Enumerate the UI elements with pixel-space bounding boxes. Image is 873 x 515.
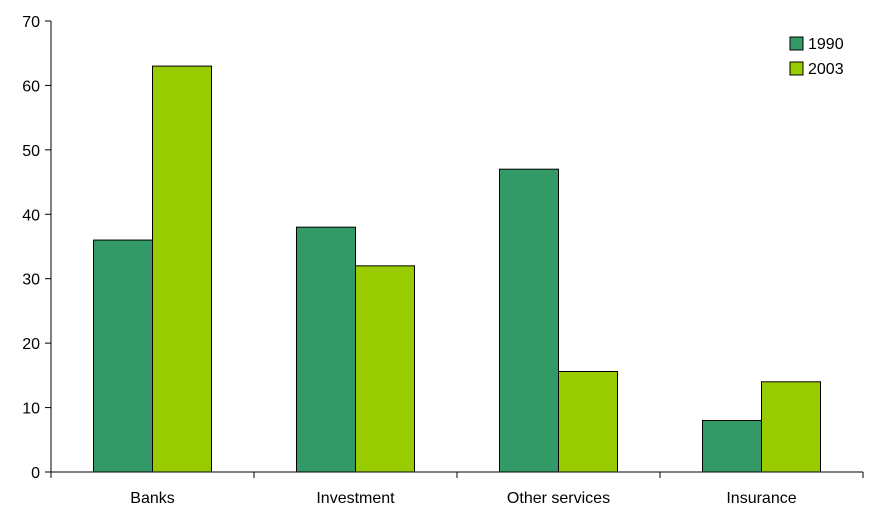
y-tick-label: 70: [22, 14, 40, 31]
x-tick-label: Banks: [130, 490, 174, 507]
bars-layer: [93, 65, 821, 473]
bar-1990-insurance: [702, 419, 762, 473]
y-tick-label: 40: [22, 207, 40, 224]
legend-label-1990: 1990: [808, 36, 844, 53]
axes-layer: 0 10 20 30 40 50 60 70 Banks Investment Other serv…: [22, 14, 864, 507]
y-tick-label: 60: [22, 78, 40, 95]
legend: 1990 2003: [789, 36, 844, 78]
bar-2003-insurance: [761, 381, 821, 473]
bar-1990-banks: [93, 239, 153, 473]
legend-swatch-2003: [789, 61, 804, 76]
x-tick-label: Investment: [316, 490, 395, 507]
legend-swatch-1990: [789, 36, 804, 51]
x-tick-label: Insurance: [726, 490, 796, 507]
y-tick-label: 20: [22, 336, 40, 353]
bar-2003-investment: [355, 265, 415, 473]
legend-label-2003: 2003: [808, 61, 844, 78]
y-tick-label: 10: [22, 401, 40, 418]
y-tick-label: 30: [22, 272, 40, 289]
bar-2003-other-services: [558, 370, 618, 473]
bar-1990-investment: [296, 226, 356, 473]
y-tick-label: 0: [31, 465, 40, 482]
x-tick-label: Other services: [507, 490, 610, 507]
bar-1990-other-services: [499, 168, 559, 473]
y-tick-label: 50: [22, 143, 40, 160]
bar-2003-banks: [152, 65, 212, 473]
